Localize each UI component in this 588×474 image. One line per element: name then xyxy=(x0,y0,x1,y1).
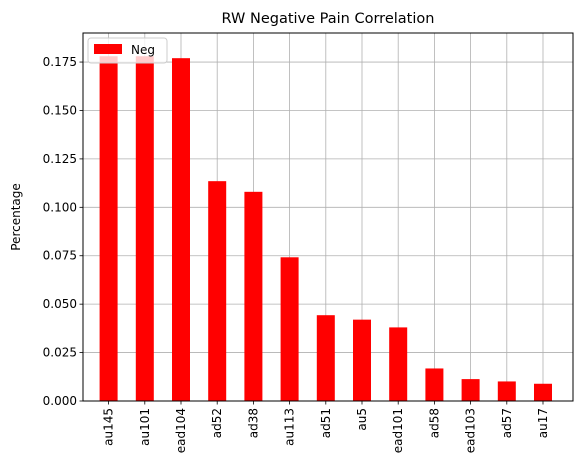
y-tick-label: 0.000 xyxy=(43,394,77,408)
plot-frame xyxy=(82,32,574,402)
y-axis-label: Percentage xyxy=(9,183,23,251)
y-tick-label: 0.175 xyxy=(43,55,77,69)
y-tick-label: 0.050 xyxy=(43,297,77,311)
x-axis: au145 au101 ead104 ad52 ad38 au113 ad51 au5 ead1… xyxy=(102,401,550,453)
x-tick-label: au17 xyxy=(536,408,550,438)
x-tick-label: ad38 xyxy=(246,408,260,438)
bar-ad52 xyxy=(208,181,227,401)
bar-ead104 xyxy=(172,58,190,401)
x-tick-label: ad57 xyxy=(500,408,514,438)
x-tick-label: ead103 xyxy=(464,408,478,453)
bar-au113 xyxy=(280,257,299,401)
bar-au145 xyxy=(99,56,118,402)
bar-ad57 xyxy=(497,381,516,401)
chart-title: RW Negative Pain Correlation xyxy=(222,11,435,27)
x-tick-label: ad52 xyxy=(210,408,224,438)
x-tick-label: au145 xyxy=(102,408,116,446)
legend-swatch xyxy=(94,44,122,54)
bar-ad38 xyxy=(244,191,263,401)
bar-ad51 xyxy=(316,315,335,401)
x-tick-label: au5 xyxy=(355,408,369,431)
y-tick-label: 0.075 xyxy=(43,249,77,263)
bar-ead101 xyxy=(389,327,408,401)
x-tick-label: au113 xyxy=(283,408,297,446)
legend-label: Neg xyxy=(131,43,155,57)
bar-ead103 xyxy=(461,379,480,401)
bar-au101 xyxy=(135,56,154,402)
bar-ad58 xyxy=(425,368,444,401)
y-axis: 0.000 0.025 0.050 0.075 0.100 0.125 0.150 0.175 xyxy=(43,55,83,408)
y-tick-label: 0.150 xyxy=(43,103,77,117)
x-tick-label: ead101 xyxy=(391,408,405,453)
x-tick-label: ad51 xyxy=(319,408,333,438)
x-tick-label: au101 xyxy=(138,408,152,446)
legend: Neg xyxy=(87,37,168,64)
x-tick-label: ad58 xyxy=(427,408,441,438)
y-tick-label: 0.025 xyxy=(43,346,77,360)
bar-au5 xyxy=(353,319,371,401)
x-tick-label: ead104 xyxy=(174,408,188,453)
y-tick-label: 0.125 xyxy=(43,152,77,166)
bars xyxy=(99,56,552,402)
y-tick-label: 0.100 xyxy=(43,200,77,214)
bar-au17 xyxy=(534,383,552,401)
